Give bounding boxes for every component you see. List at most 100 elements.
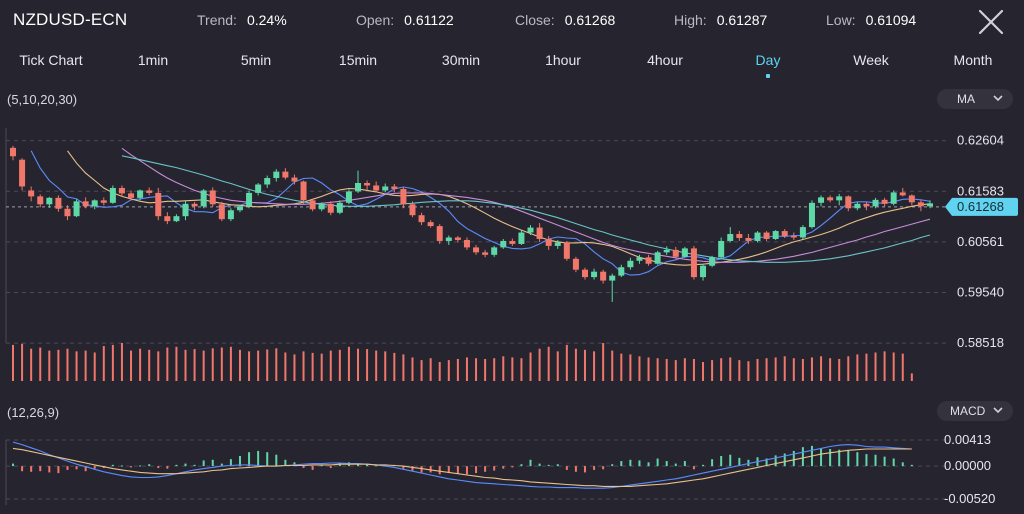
tab-week[interactable]: Week	[853, 52, 889, 68]
macd-dea-line	[12, 447, 912, 487]
candle-body	[400, 188, 407, 205]
macd-indicator-selector[interactable]: MACD	[937, 401, 1013, 421]
candle-body	[19, 159, 26, 187]
candle-up	[345, 189, 352, 205]
macd-histogram-bar	[57, 466, 60, 474]
volume-bar	[320, 353, 323, 381]
tab-tick-chart[interactable]: Tick Chart	[19, 52, 83, 68]
candle-body	[518, 232, 525, 244]
macd-histogram-bar	[774, 455, 777, 467]
chevron-down-icon	[993, 407, 1003, 414]
macd-histogram-bar	[674, 463, 677, 467]
candle-body	[554, 242, 561, 246]
candle-body	[373, 185, 380, 191]
candle-body	[527, 227, 534, 233]
macd-histogram-bar	[838, 449, 841, 467]
macd-histogram-bar	[738, 457, 741, 467]
candle-body	[209, 190, 216, 205]
volume-bar	[774, 357, 777, 381]
macd-histogram-bar	[593, 466, 596, 470]
candle-down	[536, 223, 543, 242]
tab-month[interactable]: Month	[953, 52, 993, 68]
macd-histogram-bar	[293, 462, 296, 467]
volume-bar	[193, 349, 196, 381]
volume-bar	[765, 358, 768, 381]
candle-up	[836, 193, 843, 206]
tab-4hour[interactable]: 4hour	[647, 52, 683, 68]
candle-body	[264, 178, 271, 185]
candle-up	[654, 250, 661, 265]
macd-histogram-bar	[202, 460, 205, 467]
candle-down	[100, 197, 107, 206]
macd-histogram-bar	[366, 463, 369, 467]
candle-body	[718, 240, 725, 258]
candle-body	[636, 257, 643, 261]
tab-30min[interactable]: 30min	[441, 52, 481, 68]
candle-down	[509, 238, 516, 246]
candle-up	[109, 185, 116, 204]
candle-down	[164, 212, 171, 225]
macd-histogram-bar	[447, 466, 450, 474]
candle-body	[146, 190, 153, 193]
macd-tick-label: -0.00520	[944, 491, 995, 506]
ma-selector-label: MA	[957, 92, 975, 106]
tab-day[interactable]: Day	[755, 52, 781, 68]
volume-bar	[438, 362, 441, 381]
volume-bar	[838, 358, 841, 381]
macd-histogram-bar	[30, 466, 33, 472]
volume-bar	[393, 352, 396, 381]
macd-histogram-bar	[574, 466, 577, 472]
volume-bar	[756, 358, 759, 381]
volume-bar	[338, 349, 341, 381]
candle-up	[709, 255, 716, 268]
stat-label: Close:	[515, 12, 555, 28]
ma-indicator-selector[interactable]: MA	[937, 89, 1013, 109]
volume-bar	[402, 354, 405, 381]
tab-15min[interactable]: 15min	[338, 52, 378, 68]
symbol-title: NZDUSD-ECN	[13, 10, 128, 29]
macd-histogram-bar	[266, 452, 269, 467]
macd-histogram-bar	[48, 466, 51, 473]
candle-body	[100, 200, 107, 203]
candle-up	[264, 175, 271, 188]
volume-bar	[229, 346, 232, 381]
candle-body	[836, 196, 843, 201]
macd-histogram-bar	[429, 466, 432, 473]
tab-1min[interactable]: 1min	[137, 52, 169, 68]
candle-body	[536, 227, 543, 239]
volume-bar	[111, 344, 114, 381]
macd-histogram-bar	[248, 452, 251, 467]
candle-down	[391, 183, 398, 193]
candle-down	[672, 246, 679, 259]
candle-up	[273, 169, 280, 182]
candle-body	[790, 236, 797, 238]
stat-value: 0.61094	[865, 12, 917, 28]
macd-params-label: (12,26,9)	[7, 405, 60, 420]
volume-bar	[420, 360, 423, 381]
candle-body	[818, 197, 825, 203]
candle-body	[137, 190, 144, 198]
candle-down	[191, 201, 198, 211]
tab-5min[interactable]: 5min	[240, 52, 272, 68]
macd-histogram-bar	[783, 453, 786, 467]
candle-down	[218, 201, 225, 222]
stat-high: High: 0.61287	[674, 12, 767, 28]
candle-down	[436, 224, 443, 244]
tab-1hour[interactable]: 1hour	[545, 52, 581, 68]
macd-histogram-bar	[357, 464, 360, 467]
macd-histogram-bar	[166, 466, 169, 469]
candle-body	[200, 190, 207, 207]
candle-down	[19, 158, 26, 191]
stat-trend: Trend: 0.24%	[197, 12, 287, 28]
volume-bar	[148, 349, 151, 381]
macd-histogram-bar	[157, 466, 160, 469]
y-tick-label: 0.61583	[957, 183, 1004, 198]
close-button[interactable]	[975, 6, 1007, 38]
volume-bar	[39, 347, 42, 381]
volume-bar	[211, 348, 214, 381]
candle-up	[518, 230, 525, 245]
macd-histogram-bar	[66, 466, 69, 470]
candle-down	[845, 195, 852, 212]
candle-down	[473, 244, 480, 255]
